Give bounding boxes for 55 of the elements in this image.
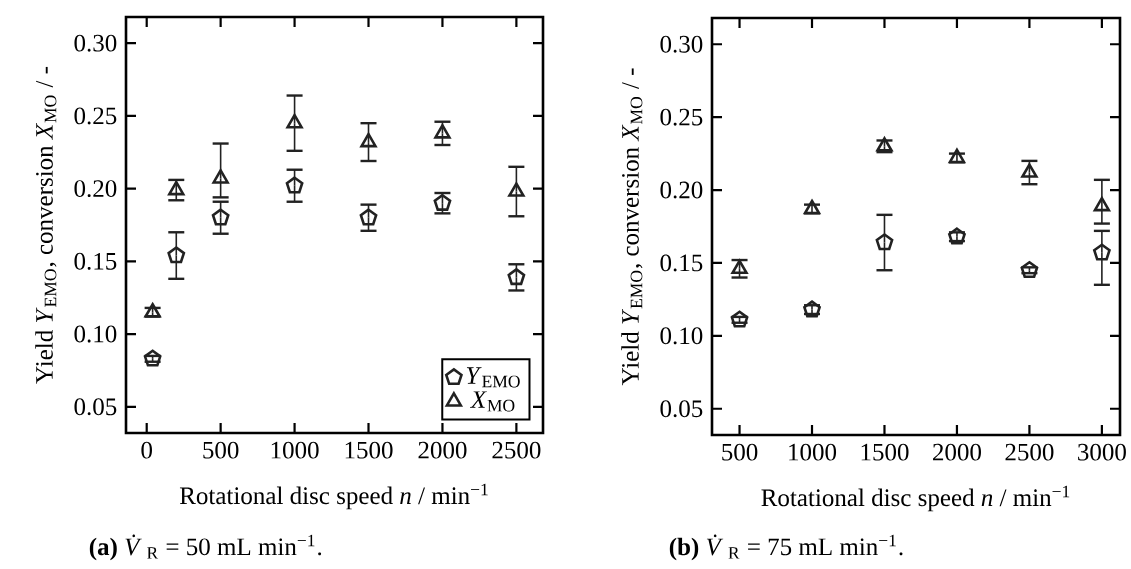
point [144, 302, 161, 318]
y-tick-label: 0.30 [74, 34, 117, 52]
x-tick-label: 2000 [418, 441, 467, 459]
point [285, 176, 304, 194]
y-tick-label: 0.15 [660, 254, 703, 272]
y-tick-label: 0.20 [660, 181, 703, 199]
point [360, 132, 377, 148]
point [508, 182, 525, 197]
point [948, 148, 966, 164]
x-tick-label: 1000 [789, 443, 837, 461]
point [731, 259, 748, 275]
x-axis-title: Rotational disc speed n / min$^{−1}$ [761, 485, 1070, 512]
point [507, 268, 526, 286]
y-axis-title: Yield Y$_{EMO}$, conversion X$_{MO}$ / - [621, 68, 643, 386]
text: (a) V̇$_{R}$ = 50 mL min$^{−1}$. [89, 534, 322, 561]
point [212, 169, 229, 184]
y-tick-label: 0.25 [660, 108, 703, 126]
point [1092, 243, 1111, 261]
x-tick-label: 1500 [345, 441, 393, 459]
y-tick-label: 0.10 [660, 327, 703, 345]
point [211, 208, 230, 226]
point [434, 124, 451, 139]
x-tick-label: 1000 [271, 441, 319, 459]
point [803, 199, 821, 215]
legend-label: X$_{MO}$ [470, 391, 515, 412]
point [875, 233, 894, 251]
point [803, 300, 821, 318]
x-axis-title: Rotational disc speed n / min$^{−1}$ [179, 483, 488, 510]
x-tick-label: 2000 [933, 443, 981, 461]
x-tick-label: 2500 [1005, 443, 1054, 461]
point [143, 349, 162, 367]
point [433, 193, 452, 211]
legend-label: Y$_{EMO}$ [466, 367, 520, 388]
y-tick-label: 0.10 [74, 325, 117, 343]
point [1020, 260, 1039, 279]
point [1093, 196, 1111, 212]
x-tick-label: 500 [722, 443, 758, 461]
point [286, 113, 303, 129]
y-tick-label: 0.25 [74, 107, 117, 125]
y-tick-label: 0.20 [74, 180, 117, 198]
y-tick-label: 0.05 [660, 400, 703, 418]
y-tick-label: 0.05 [74, 398, 117, 416]
point [730, 310, 749, 328]
point [948, 227, 966, 245]
y-tick-label: 0.30 [660, 35, 703, 53]
x-tick-label: 0 [141, 441, 152, 459]
point [167, 246, 186, 264]
point [359, 208, 378, 226]
y-tick-label: 0.15 [74, 252, 117, 270]
y-axis-title: Yield Y$_{EMO}$, conversion X$_{MO}$ / - [35, 66, 57, 384]
x-tick-label: 2500 [492, 441, 541, 459]
x-tick-label: 3000 [1078, 443, 1126, 461]
x-tick-label: 1500 [861, 443, 909, 461]
text: (b) V̇$_{R}$ = 75 mL min$^{−1}$. [669, 534, 903, 561]
x-tick-label: 500 [203, 441, 239, 459]
